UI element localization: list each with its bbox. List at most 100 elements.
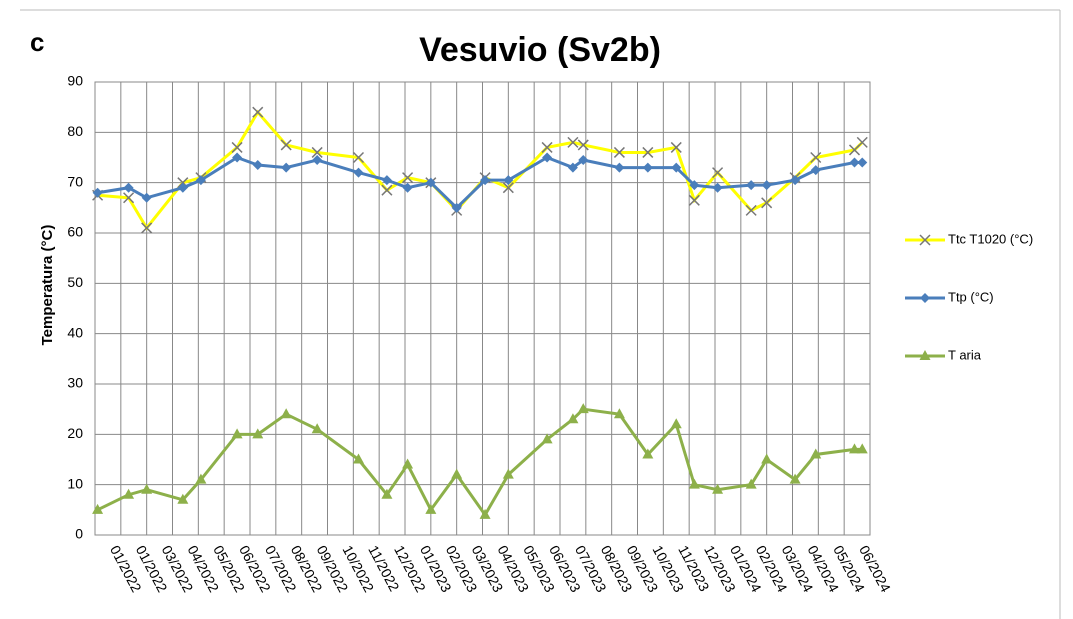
marker-triangle (577, 403, 589, 414)
marker-triangle (502, 468, 514, 479)
panel-label: c (30, 27, 44, 57)
marker-x (642, 146, 654, 158)
marker-triangle (919, 350, 931, 360)
marker-diamond (92, 187, 103, 198)
marker-triangle (688, 478, 700, 489)
marker-triangle (670, 418, 682, 429)
marker-diamond (642, 162, 653, 173)
marker-x (856, 136, 868, 148)
marker-x (280, 139, 292, 151)
legend-label: Ttc T1020 (°C) (948, 231, 1033, 246)
marker-triangle (402, 458, 414, 469)
y-tick-label: 50 (67, 274, 83, 290)
marker-diamond (614, 162, 625, 173)
marker-triangle (381, 488, 393, 499)
marker-triangle (311, 423, 323, 434)
marker-triangle (567, 413, 579, 424)
marker-triangle (712, 483, 724, 494)
marker-x (231, 141, 243, 153)
marker-triangle (353, 453, 364, 464)
marker-diamond (141, 192, 152, 203)
y-axis-title: Temperatura (°C) (39, 225, 56, 346)
marker-x (712, 167, 724, 179)
marker-triangle (849, 443, 860, 454)
marker-diamond (810, 165, 821, 176)
y-tick-label: 70 (67, 173, 83, 189)
marker-x (141, 222, 153, 234)
marker-diamond (920, 293, 930, 303)
marker-diamond (503, 175, 514, 186)
marker-triangle (642, 448, 654, 459)
marker-triangle (745, 478, 757, 489)
marker-x (311, 146, 323, 158)
marker-triangle (92, 503, 104, 514)
marker-diamond (567, 162, 578, 173)
marker-diamond (671, 162, 682, 173)
marker-triangle (479, 508, 491, 519)
marker-diamond (381, 175, 392, 186)
marker-x (352, 151, 365, 164)
marker-diamond (252, 160, 263, 171)
marker-triangle (252, 428, 264, 439)
marker-triangle (789, 473, 801, 484)
marker-x (919, 234, 931, 246)
y-tick-label: 20 (67, 425, 83, 441)
marker-triangle (425, 503, 437, 514)
marker-triangle (541, 433, 553, 444)
marker-diamond (281, 162, 292, 173)
marker-diamond (689, 180, 700, 191)
marker-triangle (451, 468, 463, 479)
marker-triangle (177, 493, 189, 504)
chart-title: Vesuvio (Sv2b) (419, 31, 661, 69)
marker-triangle (231, 428, 243, 439)
marker-triangle (761, 453, 773, 464)
marker-diamond (790, 175, 801, 186)
marker-x (502, 182, 514, 194)
marker-x (541, 141, 553, 153)
y-tick-label: 10 (67, 475, 83, 491)
y-tick-label: 0 (75, 526, 83, 542)
marker-diamond (353, 167, 364, 178)
series-line (96, 407, 863, 518)
marker-x (761, 197, 773, 209)
marker-x (613, 146, 625, 158)
marker-x (567, 136, 579, 148)
marker-x (670, 141, 682, 153)
marker-x (402, 172, 414, 184)
marker-triangle (141, 483, 153, 494)
marker-triangle (123, 488, 135, 499)
marker-triangle (856, 443, 868, 454)
marker-x (745, 204, 757, 216)
marker-diamond (578, 155, 589, 166)
marker-diamond (857, 157, 868, 168)
marker-x (381, 184, 393, 196)
y-tick-label: 80 (67, 123, 83, 139)
marker-x (810, 151, 822, 164)
marker-triangle (280, 408, 292, 419)
marker-diamond (542, 152, 553, 163)
marker-diamond (480, 175, 491, 186)
marker-diamond (177, 182, 188, 193)
marker-x (123, 192, 135, 204)
marker-triangle (810, 448, 822, 459)
marker-diamond (451, 202, 462, 213)
marker-triangle (613, 408, 625, 419)
marker-diamond (712, 182, 723, 193)
marker-diamond (195, 175, 206, 186)
marker-diamond (425, 177, 436, 188)
marker-x (252, 106, 264, 118)
legend-label: T aria (948, 347, 982, 362)
y-tick-label: 90 (67, 73, 83, 89)
marker-diamond (232, 152, 243, 163)
y-tick-label: 30 (67, 375, 83, 391)
marker-diamond (123, 182, 134, 193)
marker-diamond (312, 155, 323, 166)
marker-diamond (761, 180, 772, 191)
y-tick-label: 60 (67, 224, 83, 240)
y-tick-label: 40 (67, 324, 83, 340)
legend-label: Ttp (°C) (948, 289, 994, 304)
series-line (97, 109, 864, 231)
marker-diamond (849, 157, 860, 168)
marker-x (577, 139, 589, 151)
